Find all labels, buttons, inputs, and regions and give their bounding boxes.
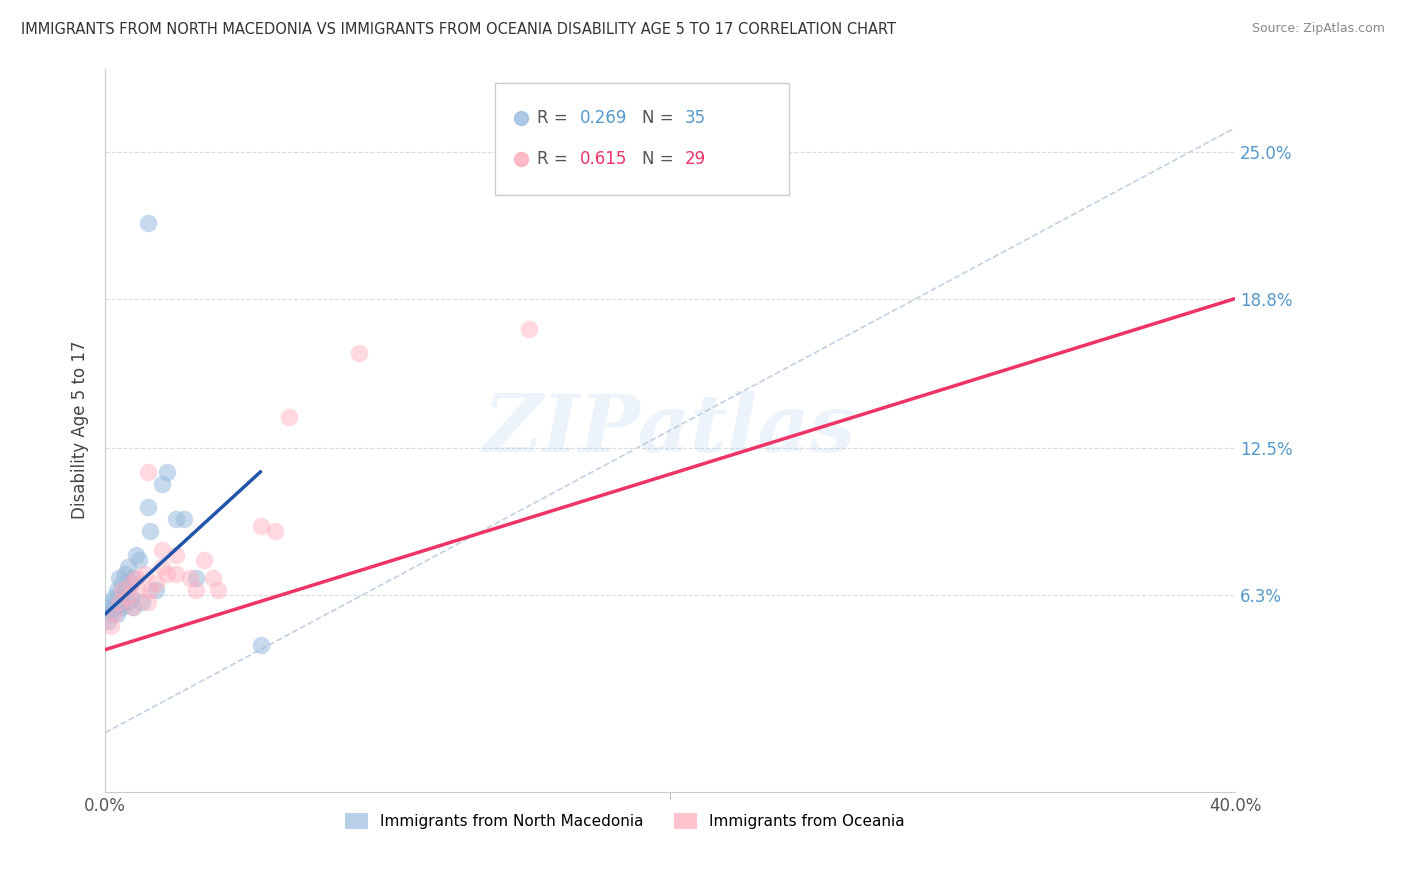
Point [122, 572, 145, 586]
Point [184, 583, 207, 598]
Point [136, 595, 159, 609]
Point [179, 572, 201, 586]
Point [114, 566, 136, 581]
Text: Source: ZipAtlas.com: Source: ZipAtlas.com [1251, 22, 1385, 36]
Point [139, 583, 162, 598]
Point [111, 583, 134, 598]
Point [117, 559, 139, 574]
Point [136, 500, 159, 515]
Point [120, 591, 142, 605]
Text: 0.615: 0.615 [579, 150, 627, 168]
Y-axis label: Disability Age 5 to 17: Disability Age 5 to 17 [72, 341, 89, 519]
Point [97, 614, 120, 628]
Point [249, 638, 271, 652]
Point [103, 607, 125, 621]
Point [173, 512, 195, 526]
Point [136, 216, 159, 230]
Point [117, 591, 139, 605]
Point [122, 599, 145, 614]
Point [134, 566, 156, 581]
Point [105, 583, 128, 598]
Point [125, 572, 148, 586]
Point [105, 607, 128, 621]
Point [131, 595, 153, 609]
Point [136, 465, 159, 479]
Text: N =: N = [643, 109, 679, 127]
Point [108, 595, 131, 609]
Text: 35: 35 [685, 109, 706, 127]
Point [150, 543, 173, 558]
Point [97, 599, 120, 614]
Text: 0.269: 0.269 [579, 109, 627, 127]
Point [108, 572, 131, 586]
Point [249, 519, 271, 533]
Point [111, 576, 134, 591]
Point [122, 599, 145, 614]
Point [111, 599, 134, 614]
Point [277, 410, 299, 425]
Point [108, 599, 131, 614]
Point [139, 524, 162, 538]
Point [100, 595, 122, 609]
Point [100, 607, 122, 621]
Point [145, 576, 167, 591]
Point [156, 566, 179, 581]
Point [156, 465, 179, 479]
Point [201, 572, 224, 586]
Legend: Immigrants from North Macedonia, Immigrants from Oceania: Immigrants from North Macedonia, Immigra… [339, 806, 911, 835]
Point [103, 591, 125, 605]
Point [263, 524, 285, 538]
Text: IMMIGRANTS FROM NORTH MACEDONIA VS IMMIGRANTS FROM OCEANIA DISABILITY AGE 5 TO 1: IMMIGRANTS FROM NORTH MACEDONIA VS IMMIG… [21, 22, 896, 37]
Point [184, 572, 207, 586]
Point [150, 559, 173, 574]
Point [108, 591, 131, 605]
Point [150, 476, 173, 491]
Point [120, 576, 142, 591]
Text: ZIPatlas: ZIPatlas [484, 392, 856, 469]
Point [165, 512, 187, 526]
Text: R =: R = [537, 109, 572, 127]
Point [111, 595, 134, 609]
Point [128, 583, 150, 598]
Point [517, 322, 540, 336]
Point [207, 583, 229, 598]
Point [125, 548, 148, 562]
Text: 29: 29 [685, 150, 706, 168]
Point [103, 599, 125, 614]
Point [117, 595, 139, 609]
Point [114, 583, 136, 598]
Point [165, 548, 187, 562]
Point [128, 552, 150, 566]
Point [100, 619, 122, 633]
Point [145, 583, 167, 598]
Point [165, 566, 187, 581]
Text: N =: N = [643, 150, 679, 168]
Point [120, 576, 142, 591]
Point [349, 346, 371, 360]
FancyBboxPatch shape [495, 83, 789, 195]
Text: R =: R = [537, 150, 572, 168]
Point [193, 552, 215, 566]
